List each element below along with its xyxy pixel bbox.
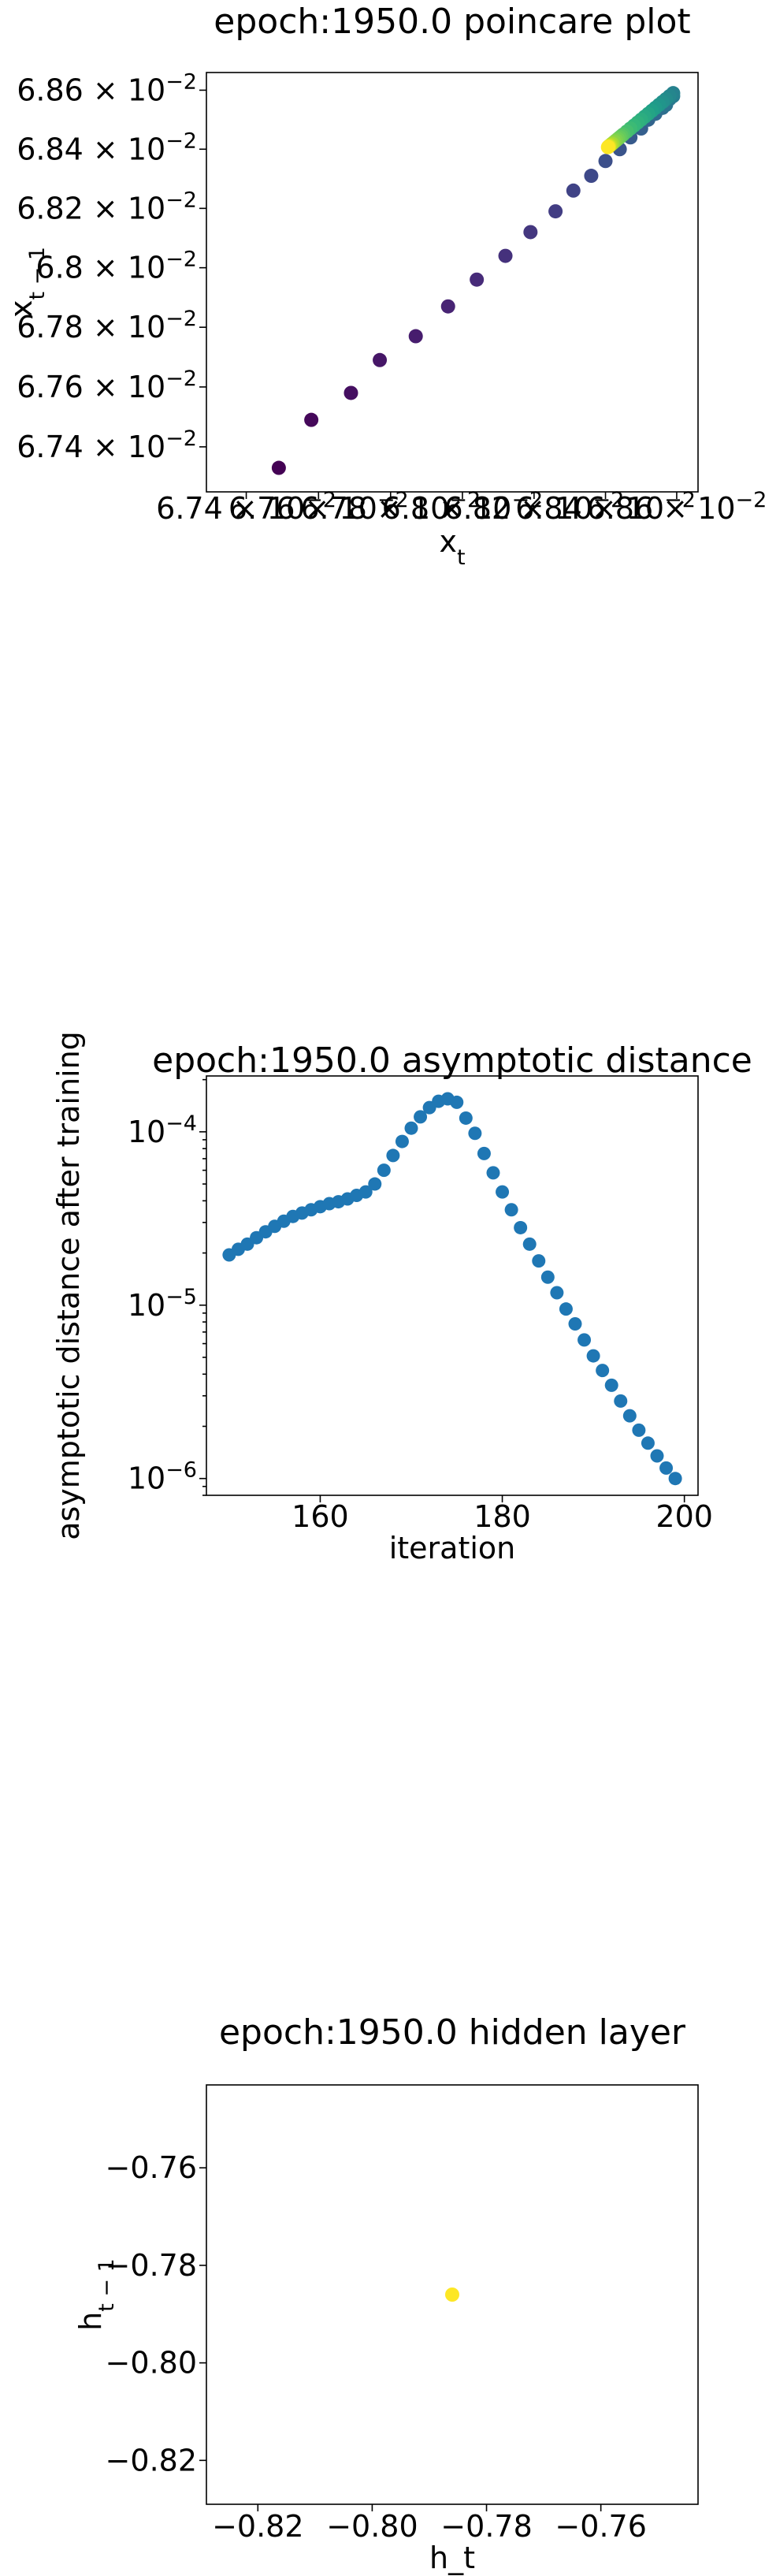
hidden-y-ticks: −0.76 −0.78 −0.80 −0.82 xyxy=(106,2150,206,2477)
asymptotic-y-axis-label: asymptotic distance after training xyxy=(51,1031,86,1540)
asymptotic-points xyxy=(222,1092,682,1486)
asymptotic-point xyxy=(414,1110,428,1124)
poincare-point xyxy=(498,248,513,263)
asymptotic-distance-chart: epoch:1950.0 asymptotic distance 160 180 2… xyxy=(51,1031,752,1565)
asymptotic-point xyxy=(477,1146,491,1160)
asymptotic-point xyxy=(532,1254,546,1268)
poincare-y-tick-label: 6.8 × 10−2 xyxy=(35,247,197,285)
poincare-point xyxy=(304,412,319,427)
hidden-y-tick-label: −0.80 xyxy=(106,2346,197,2381)
poincare-plot-title: epoch:1950.0 poincare plot xyxy=(214,2,690,42)
asymptotic-x-tick-label: 200 xyxy=(655,1499,713,1534)
poincare-plot-area xyxy=(206,72,699,493)
poincare-point xyxy=(584,169,599,184)
asymptotic-distance-title: epoch:1950.0 asymptotic distance xyxy=(152,1040,752,1081)
asymptotic-point xyxy=(586,1349,600,1363)
poincare-points xyxy=(271,86,681,475)
asymptotic-point xyxy=(622,1409,637,1423)
asymptotic-point xyxy=(504,1203,518,1217)
hidden-x-tick-label: −0.82 xyxy=(212,2509,303,2544)
poincare-x-axis-label: xt xyxy=(439,524,465,570)
asymptotic-point xyxy=(386,1148,400,1163)
asymptotic-x-tick-label: 160 xyxy=(292,1499,349,1534)
hidden-x-tick-label: −0.76 xyxy=(555,2509,646,2544)
asymptotic-x-tick-label: 180 xyxy=(473,1499,531,1534)
asymptotic-point xyxy=(641,1436,655,1450)
hidden-x-tick-label: −0.78 xyxy=(440,2509,532,2544)
asymptotic-y-tick-label: 10−4 xyxy=(128,1111,197,1149)
asymptotic-point xyxy=(550,1286,564,1300)
poincare-x-tick-label: 6.78 × 10−2 xyxy=(300,488,481,527)
poincare-point xyxy=(373,352,388,367)
poincare-y-tick-label: 6.84 × 10−2 xyxy=(17,128,197,167)
asymptotic-distance-plot-area xyxy=(206,1075,699,1496)
poincare-y-tick-label: 6.78 × 10−2 xyxy=(17,307,197,345)
poincare-point xyxy=(344,385,358,400)
hidden-x-ticks: −0.82 −0.80 −0.78 −0.76 xyxy=(212,2504,647,2544)
asymptotic-point xyxy=(596,1364,610,1378)
poincare-point xyxy=(408,329,423,344)
poincare-y-tick-label: 6.74 × 10−2 xyxy=(17,426,197,464)
hidden-layer-title: epoch:1950.0 hidden layer xyxy=(219,2012,686,2053)
hidden-y-tick-label: −0.82 xyxy=(106,2443,197,2477)
hidden-points xyxy=(445,2288,459,2302)
poincare-y-axis-label: xt − 1 xyxy=(4,247,50,318)
asymptotic-point xyxy=(514,1220,528,1234)
poincare-y-ticks: 6.74 × 10−2 6.76 × 10−2 6.78 × 10−2 6.8 × 1… xyxy=(17,69,206,464)
poincare-x-ticks: 6.74 × 10−26.76 × 10−26.78 × 10−26.8 × 1… xyxy=(156,488,765,527)
asymptotic-x-ticks: 160 180 200 xyxy=(292,1495,713,1534)
asymptotic-point xyxy=(540,1270,555,1284)
poincare-y-tick-label: 6.76 × 10−2 xyxy=(17,366,197,404)
hidden-y-tick-label: −0.76 xyxy=(106,2150,197,2185)
asymptotic-y-tick-label: 10−6 xyxy=(128,1457,197,1496)
asymptotic-point xyxy=(404,1121,418,1135)
poincare-point xyxy=(523,225,538,240)
poincare-y-tick-label: 6.86 × 10−2 xyxy=(17,69,197,108)
asymptotic-point xyxy=(486,1166,500,1180)
asymptotic-point xyxy=(659,1461,674,1475)
asymptotic-point xyxy=(522,1237,537,1251)
hidden-y-axis-label: ht − 1 xyxy=(73,2258,119,2331)
asymptotic-point xyxy=(496,1185,510,1199)
asymptotic-point xyxy=(668,1472,682,1486)
asymptotic-point xyxy=(358,1185,373,1199)
hidden-x-tick-label: −0.80 xyxy=(326,2509,418,2544)
hidden-point xyxy=(445,2288,459,2302)
asymptotic-point xyxy=(632,1423,646,1437)
poincare-plot-chart: epoch:1950.0 poincare plot 6.74 × 10−2 6.… xyxy=(4,2,765,570)
asymptotic-y-tick-label: 10−5 xyxy=(128,1284,197,1323)
hidden-x-axis-label: h_t xyxy=(429,2541,475,2575)
asymptotic-point xyxy=(604,1378,618,1392)
asymptotic-point xyxy=(568,1317,582,1331)
asymptotic-point xyxy=(377,1163,391,1178)
asymptotic-point xyxy=(650,1449,664,1463)
asymptotic-point xyxy=(559,1302,573,1316)
poincare-point xyxy=(566,183,581,198)
asymptotic-x-axis-label: iteration xyxy=(389,1531,516,1565)
poincare-point xyxy=(598,154,613,169)
asymptotic-point xyxy=(614,1394,628,1408)
asymptotic-y-ticks: 10−6 10−5 10−4 xyxy=(128,1078,206,1496)
poincare-y-tick-label: 6.82 × 10−2 xyxy=(17,188,197,226)
poincare-x-tick-label: 6.86 × 10−2 xyxy=(587,488,765,527)
asymptotic-point xyxy=(395,1134,409,1148)
asymptotic-point xyxy=(577,1333,592,1347)
asymptotic-point xyxy=(450,1095,464,1109)
poincare-point xyxy=(440,299,455,314)
hidden-layer-chart: epoch:1950.0 hidden layer −0.82 −0.80 −0.7… xyxy=(73,2012,699,2575)
hidden-layer-plot-area xyxy=(206,2084,699,2505)
asymptotic-point xyxy=(459,1111,473,1125)
asymptotic-point xyxy=(468,1126,482,1141)
poincare-point xyxy=(470,272,485,287)
asymptotic-point xyxy=(368,1177,382,1191)
poincare-point xyxy=(600,140,615,154)
poincare-point xyxy=(548,204,563,219)
poincare-point xyxy=(271,460,286,475)
hidden-y-tick-label: −0.78 xyxy=(106,2248,197,2283)
